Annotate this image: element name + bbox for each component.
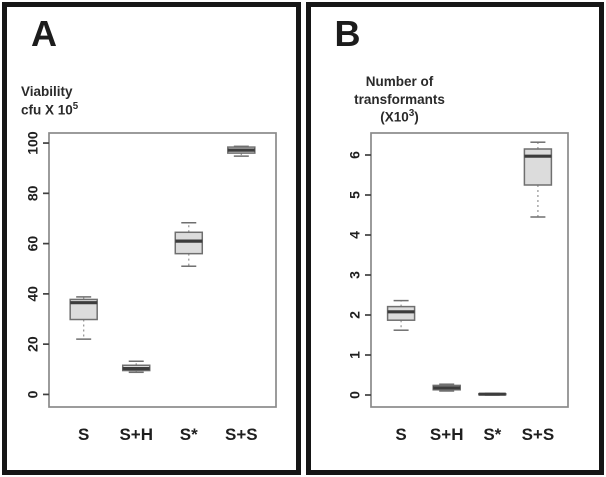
y-axis-tick-label: 0 — [25, 390, 41, 398]
axis-title-line-2: cfu X 105 — [21, 101, 78, 119]
y-axis-tick-label: 100 — [25, 131, 41, 155]
axis-title-text: Number of — [365, 74, 434, 89]
y-axis-tick-label: 5 — [346, 191, 362, 199]
box-S — [69, 298, 98, 321]
y-axis-tick-label: 2 — [346, 311, 362, 319]
panel-b-letter: B — [334, 13, 362, 54]
panel-a: A Viability cfu X 105 0 20 40 60 80 100 S S+H S*… — [2, 2, 301, 475]
category-label: S — [395, 425, 406, 444]
plot-frame — [48, 132, 277, 408]
y-axis-tick-label: 4 — [346, 231, 362, 239]
axis-title-text: Viability — [21, 84, 73, 99]
y-axis-tick-label: 3 — [346, 271, 362, 279]
axis-title-line-3: (X103) — [325, 108, 475, 126]
category-label: S+S — [521, 425, 554, 444]
axis-title-superscript: 3 — [408, 108, 415, 120]
axis-title-text: cfu X 10 — [21, 102, 73, 118]
box-S* — [174, 231, 204, 255]
axis-title-line-1: Viability — [21, 83, 78, 101]
panel-b-axis-title: Number of transformants (X103) — [325, 73, 475, 126]
boxplot-chart-b: 0 1 2 3 4 5 6 S S+H S* S+S — [346, 132, 569, 444]
box-S — [386, 305, 415, 321]
axis-title-line-2: transformants — [325, 91, 475, 109]
category-label: S* — [483, 425, 501, 444]
category-label: S — [78, 425, 89, 444]
y-axis-tick-label: 60 — [25, 236, 41, 252]
axis-title-superscript: 5 — [72, 100, 79, 112]
box-S+S — [523, 148, 552, 186]
y-axis-tick-label: 20 — [25, 336, 41, 352]
y-axis-tick-label: 40 — [25, 286, 41, 302]
category-label: S+H — [119, 425, 153, 444]
category-label: S+S — [225, 425, 258, 444]
y-axis-tick-label: 0 — [346, 391, 362, 399]
y-axis-tick-label: 6 — [346, 151, 362, 159]
axis-title-line-1: Number of — [325, 73, 475, 91]
axis-title-text: transformants — [354, 91, 445, 107]
y-axis-tick-label: 80 — [25, 185, 41, 201]
y-axis-tick-label: 1 — [346, 351, 362, 359]
category-label: S+H — [429, 425, 463, 444]
panel-a-letter: A — [31, 13, 58, 54]
boxplot-chart-a: 0 20 40 60 80 100 S S+H S* S+S — [25, 131, 277, 444]
category-label: S* — [180, 425, 198, 444]
panel-a-axis-title: Viability cfu X 105 — [21, 83, 78, 119]
axis-title-text: ) — [414, 109, 419, 125]
axis-title-text: (X10 — [380, 109, 409, 125]
